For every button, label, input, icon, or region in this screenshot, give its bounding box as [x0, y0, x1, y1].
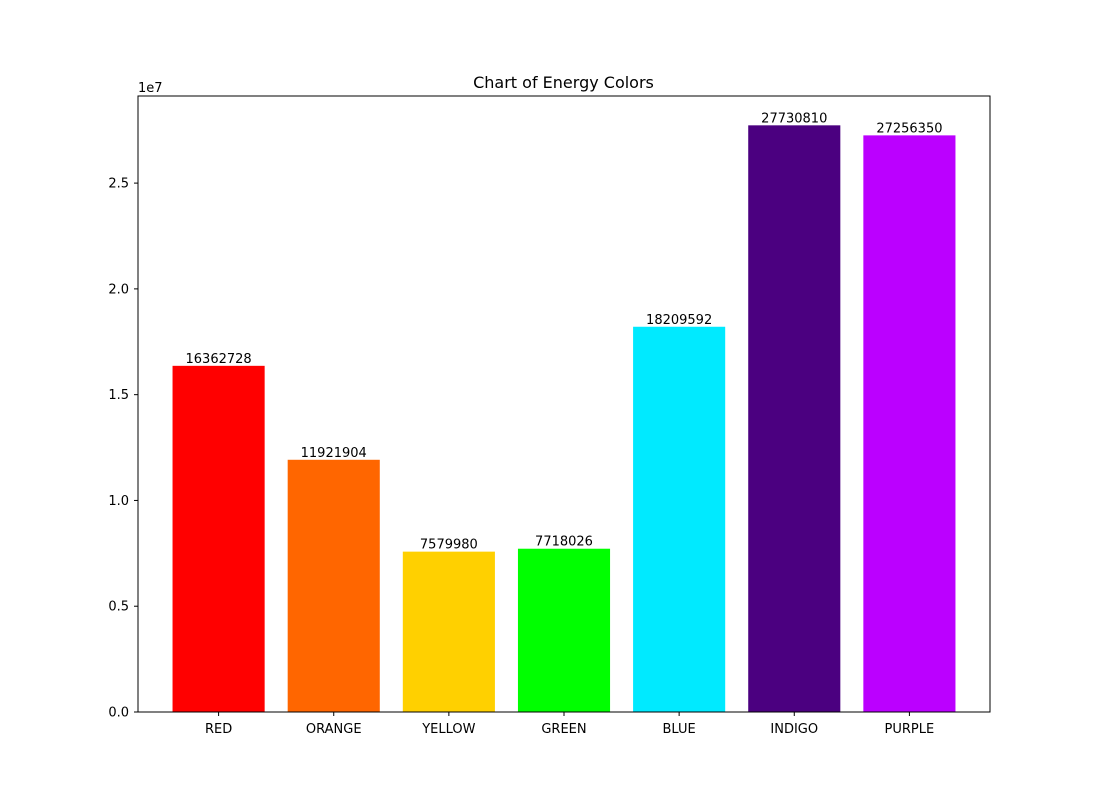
- value-label-indigo: 27730810: [761, 111, 827, 126]
- y-tick-label: 2.5: [108, 177, 129, 192]
- chart-title: Chart of Energy Colors: [473, 73, 654, 92]
- axes-layer: RED ORANGE YELLOW GREEN BLUE INDIGO PURPLE 0.0 0…: [108, 95, 991, 737]
- bar-purple: [863, 135, 956, 712]
- bar-blue: [633, 326, 726, 712]
- y-tick-label: 2.0: [108, 282, 129, 297]
- y-tick-label: 0.0: [108, 706, 129, 721]
- x-tick-label-red: RED: [205, 722, 232, 737]
- bar-orange: [287, 459, 380, 712]
- x-tick-label-yellow: YELLOW: [421, 722, 475, 737]
- y-tick-label: 0.5: [108, 600, 129, 615]
- x-tick-label-blue: BLUE: [663, 722, 696, 737]
- bars-layer: 16362728 11921904 7579980 7718026 18209592 27…: [172, 111, 956, 712]
- value-label-orange: 11921904: [301, 446, 367, 461]
- bar-green: [517, 548, 611, 712]
- x-tick-label-green: GREEN: [541, 722, 586, 737]
- value-label-red: 16362728: [186, 352, 252, 367]
- y-axis-offset-label: 1e7: [138, 81, 163, 96]
- value-label-green: 7718026: [535, 535, 593, 550]
- y-tick-label: 1.5: [108, 388, 129, 403]
- bar-indigo: [748, 125, 841, 712]
- bar-red: [172, 365, 265, 712]
- value-label-blue: 18209592: [646, 313, 712, 328]
- bar-yellow: [402, 551, 495, 712]
- y-tick-label: 1.0: [108, 494, 129, 509]
- x-tick-label-orange: ORANGE: [306, 722, 362, 737]
- value-label-yellow: 7579980: [420, 538, 478, 553]
- value-label-purple: 27256350: [876, 121, 942, 136]
- x-tick-label-purple: PURPLE: [885, 722, 935, 737]
- x-tick-label-indigo: INDIGO: [770, 722, 818, 737]
